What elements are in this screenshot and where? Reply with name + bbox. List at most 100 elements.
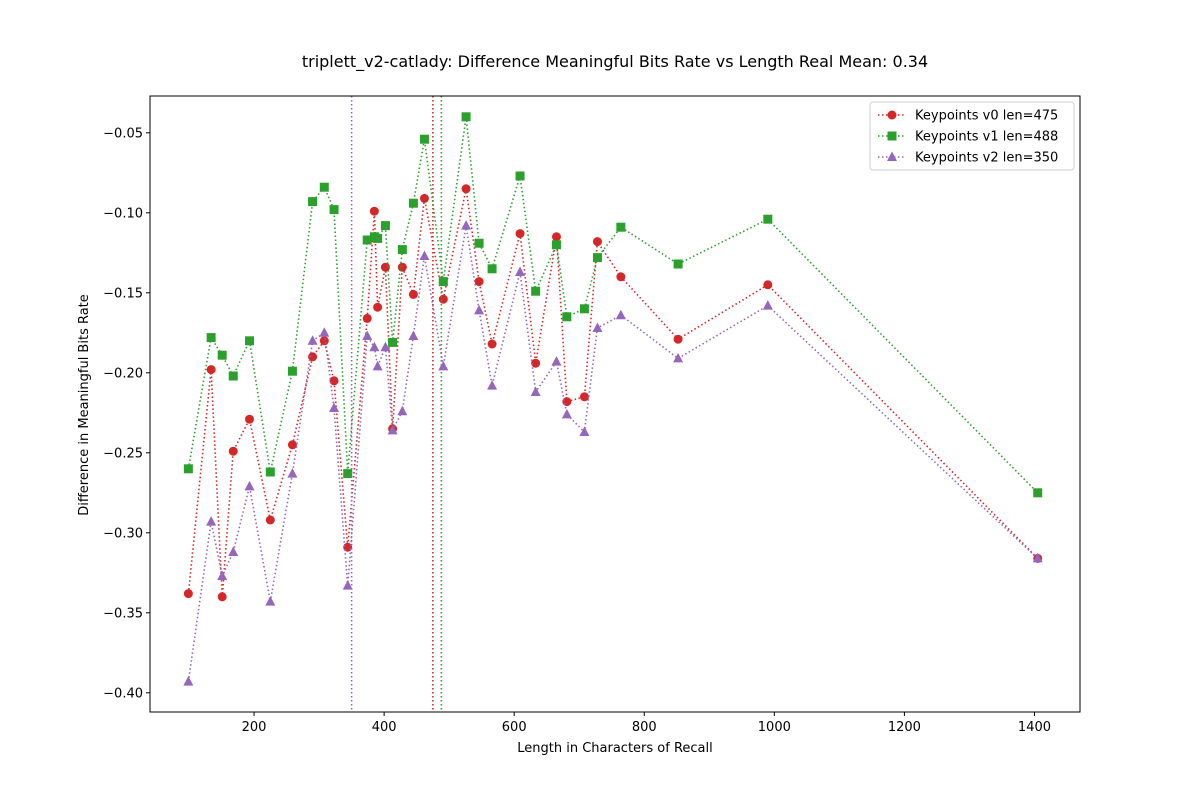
- data-point: [673, 259, 683, 269]
- data-point: [183, 676, 194, 686]
- data-point: [419, 193, 429, 203]
- x-tick-label: 400: [372, 720, 397, 735]
- x-axis-label: Length in Characters of Recall: [517, 741, 713, 756]
- data-point: [408, 330, 419, 340]
- data-point: [372, 360, 383, 371]
- legend-label: Keypoints v0 len=475: [915, 109, 1058, 124]
- y-tick-label: −0.25: [103, 446, 143, 461]
- legend-marker: [887, 131, 897, 141]
- data-point: [474, 304, 485, 315]
- data-point: [287, 468, 298, 478]
- data-point: [562, 312, 572, 322]
- plot-frame: [149, 95, 1081, 713]
- data-point: [592, 322, 603, 332]
- data-point: [265, 467, 275, 477]
- data-point: [362, 330, 373, 340]
- y-tick-label: −0.05: [103, 126, 143, 141]
- data-point: [362, 235, 372, 245]
- data-point: [183, 464, 193, 474]
- data-point: [763, 280, 773, 290]
- data-point: [387, 424, 398, 435]
- data-point: [206, 516, 217, 526]
- data-point: [206, 333, 216, 343]
- y-tick-label: −0.30: [103, 526, 143, 541]
- data-point: [487, 380, 498, 390]
- data-point: [515, 229, 525, 239]
- data-point: [438, 294, 448, 304]
- data-point: [408, 198, 418, 208]
- x-tick-label: 1200: [888, 720, 921, 735]
- data-point: [461, 112, 471, 122]
- data-point: [245, 336, 255, 346]
- data-point: [1032, 552, 1043, 563]
- data-point: [265, 515, 275, 525]
- y-tick-label: −0.20: [103, 366, 143, 381]
- data-point: [1033, 488, 1043, 498]
- y-tick-label: −0.10: [103, 206, 143, 221]
- data-point: [329, 376, 339, 386]
- x-tick-label: 200: [242, 720, 267, 735]
- plot-content: [183, 96, 1043, 712]
- legend-item: Keypoints v2 len=350: [878, 151, 1058, 166]
- data-point: [319, 182, 329, 192]
- data-point: [308, 352, 318, 362]
- x-tick-label: 800: [632, 720, 657, 735]
- series-0: [183, 96, 1043, 712]
- data-point: [551, 356, 562, 366]
- data-point: [419, 250, 430, 260]
- data-point: [763, 214, 773, 224]
- data-point: [228, 546, 239, 556]
- data-point: [515, 171, 525, 181]
- legend-marker: [887, 110, 897, 120]
- chart-title: triplett_v2-catlady: Difference Meaningf…: [302, 52, 928, 72]
- data-point: [673, 352, 684, 363]
- data-point: [487, 264, 497, 274]
- data-point: [673, 334, 683, 344]
- data-point: [228, 371, 238, 381]
- data-point: [461, 220, 472, 230]
- data-point: [373, 302, 383, 312]
- data-point: [562, 397, 572, 407]
- data-point: [531, 358, 541, 368]
- x-tick-label: 600: [502, 720, 527, 735]
- data-point: [474, 238, 484, 248]
- legend-item: Keypoints v0 len=475: [878, 109, 1058, 124]
- legend-label: Keypoints v1 len=488: [915, 130, 1058, 145]
- y-tick-label: −0.35: [103, 606, 143, 621]
- legend-label: Keypoints v2 len=350: [915, 151, 1058, 166]
- y-tick-label: −0.15: [103, 286, 143, 301]
- data-point: [343, 469, 353, 479]
- data-point: [388, 337, 398, 347]
- series-1: [183, 96, 1043, 712]
- data-point: [615, 309, 626, 320]
- legend-item: Keypoints v1 len=488: [878, 130, 1058, 145]
- legend-box: [869, 101, 1075, 171]
- data-point: [329, 402, 340, 412]
- data-point: [319, 336, 329, 346]
- data-point: [217, 592, 227, 602]
- data-point: [592, 237, 602, 247]
- data-point: [438, 360, 449, 371]
- data-point: [245, 414, 255, 424]
- data-point: [461, 184, 471, 194]
- legend: Keypoints v0 len=475 Keypoints v1 len=488…: [869, 101, 1075, 171]
- data-point: [487, 339, 497, 349]
- x-axis: 200 400 600 800 1000 1200 1400: [242, 712, 1051, 735]
- series-line: [187, 188, 1039, 597]
- data-point: [244, 480, 255, 491]
- data-point: [362, 313, 372, 323]
- data-point: [408, 289, 418, 299]
- data-point: [319, 327, 330, 337]
- y-tick-label: −0.40: [103, 686, 143, 701]
- y-axis-label: Difference in Meaningful Bits Rate: [77, 294, 92, 516]
- data-point: [380, 341, 391, 352]
- data-point: [616, 272, 626, 282]
- data-point: [530, 386, 541, 396]
- data-point: [579, 392, 589, 402]
- data-point: [438, 277, 448, 287]
- data-point: [228, 446, 238, 456]
- data-point: [762, 300, 773, 310]
- data-point: [474, 277, 484, 287]
- data-point: [380, 221, 390, 231]
- data-point: [561, 408, 572, 419]
